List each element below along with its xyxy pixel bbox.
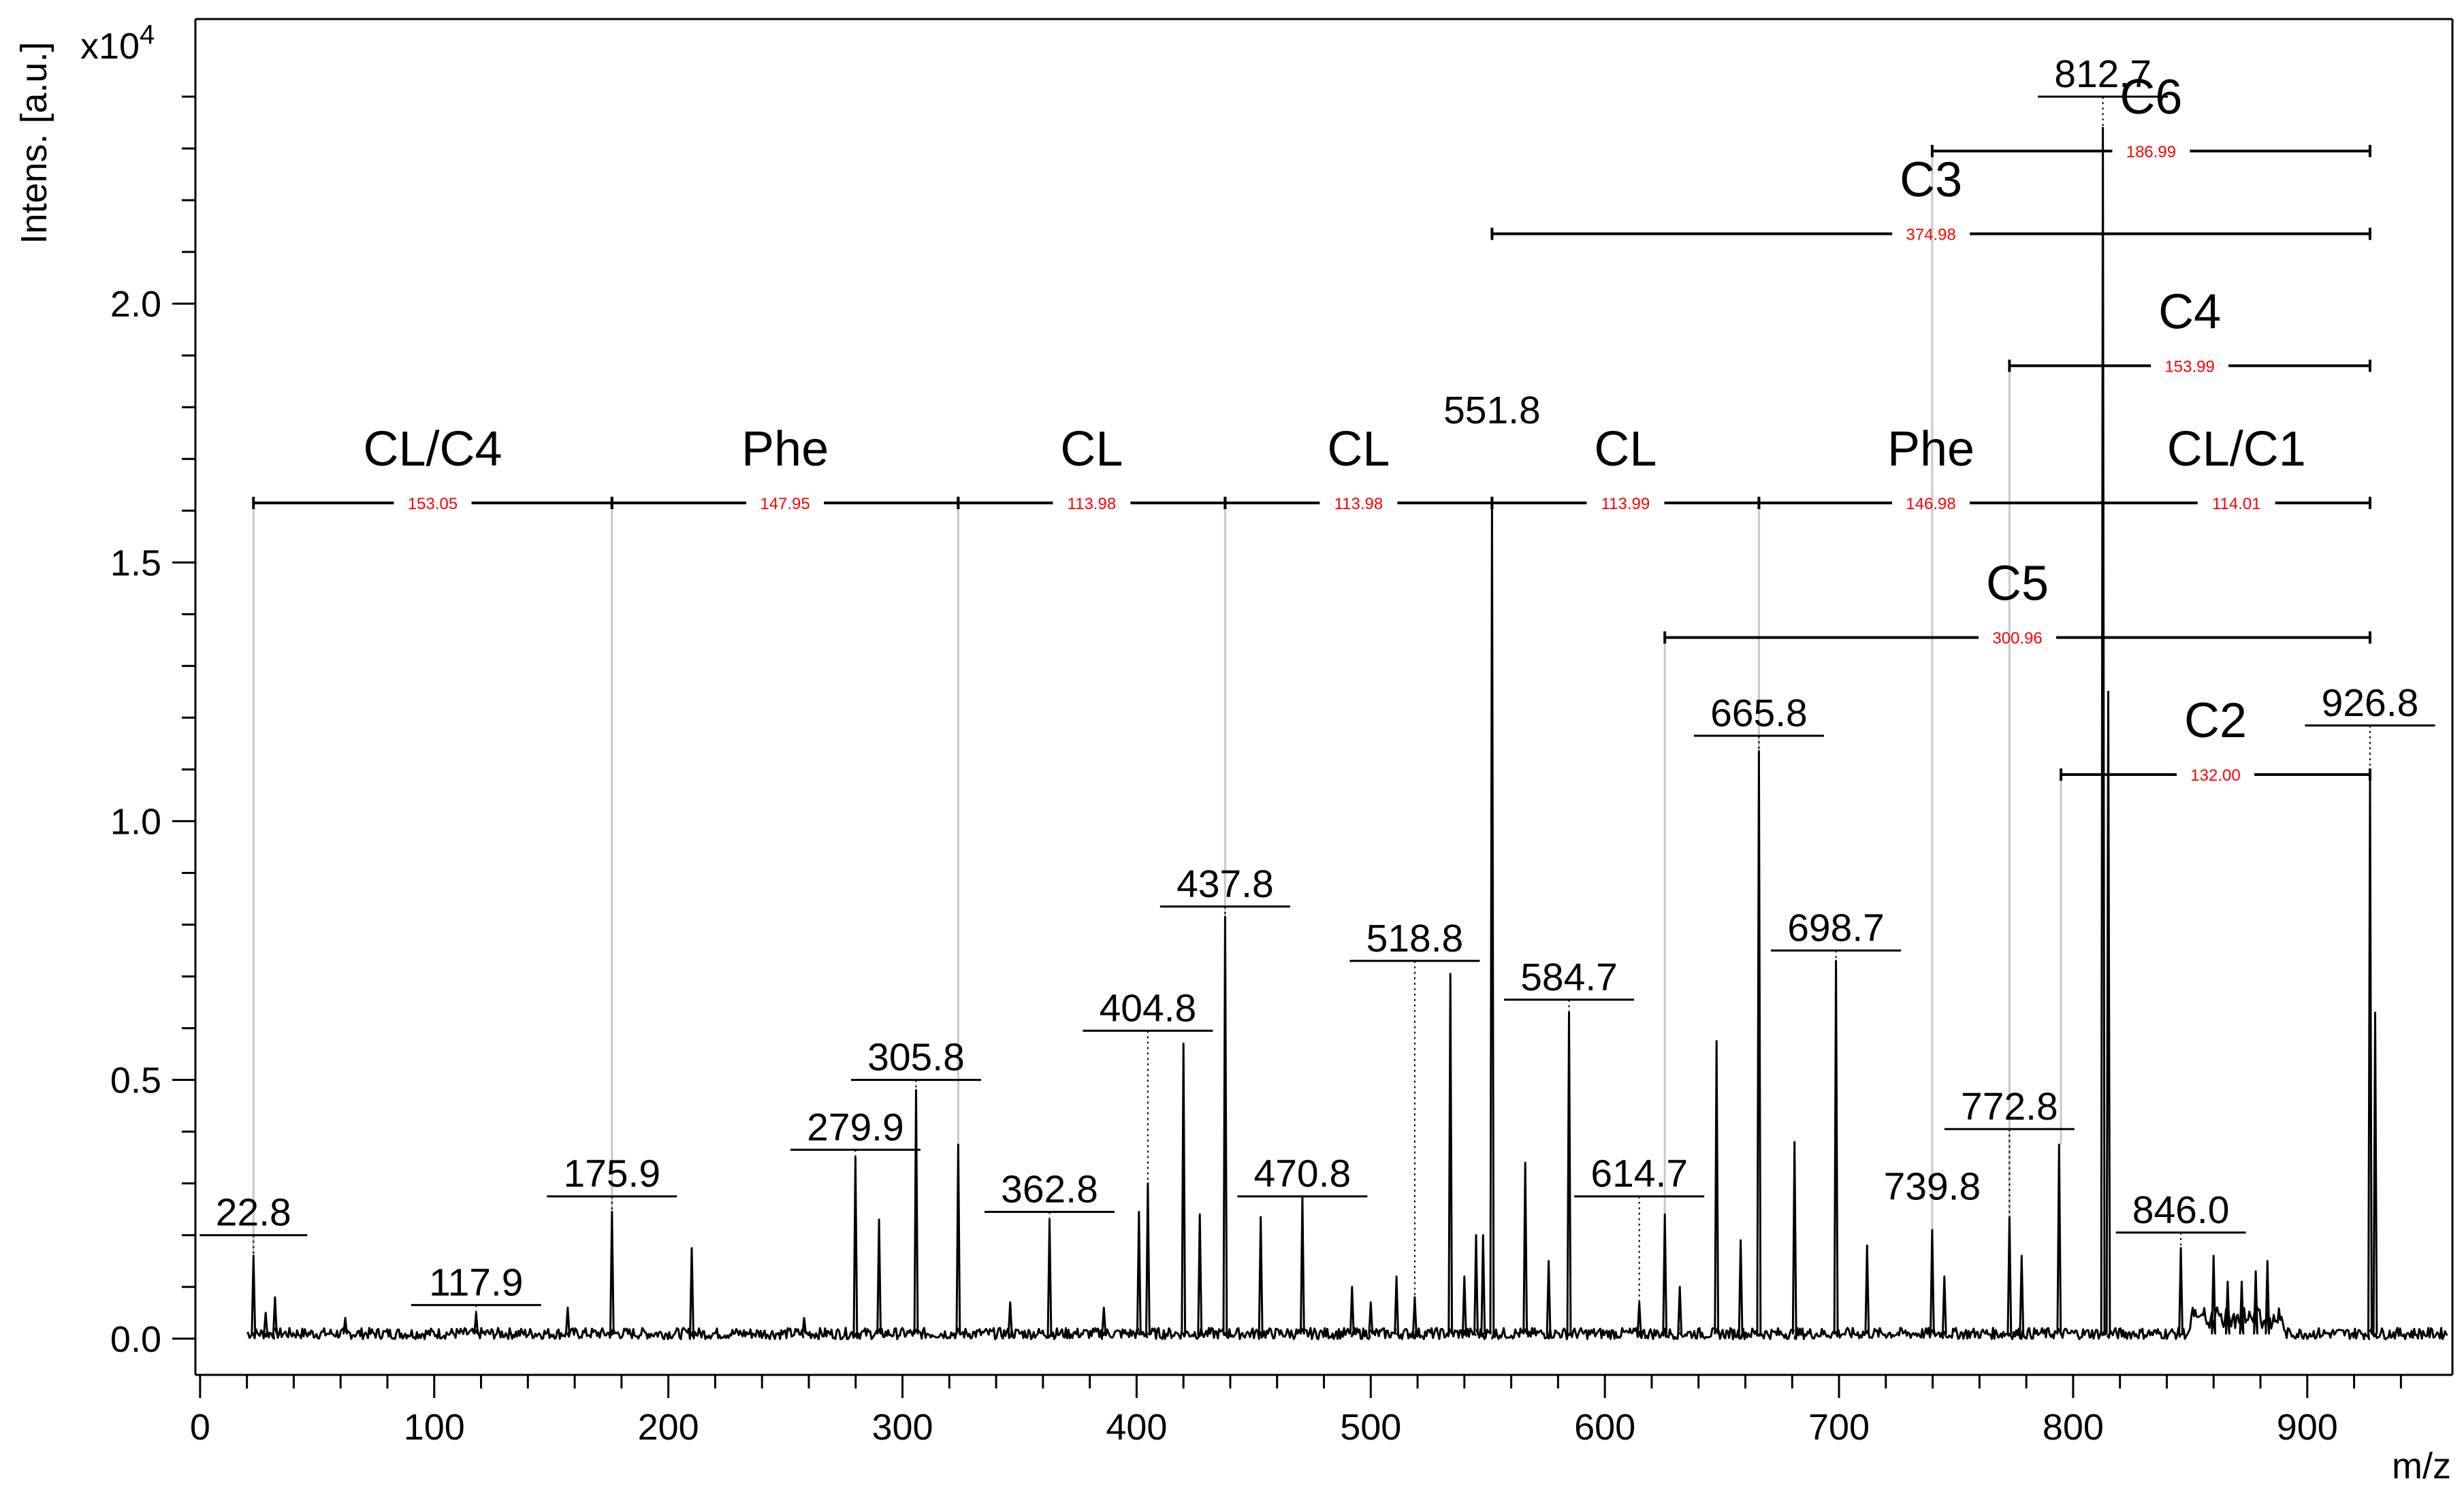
mass-difference-label: 147.95 — [760, 495, 810, 513]
segment-label: CL/C1 — [2167, 422, 2306, 476]
mass-difference-label: 113.99 — [1601, 495, 1650, 513]
segment-label: CL/C4 — [363, 422, 502, 476]
peak-labels-layer: 22.8 117.9 175.9 279.9 305.8 362.8 404.8 437.8 4… — [199, 52, 2435, 1313]
guide-lines-layer — [252, 127, 2371, 1256]
peak-label: 437.8 — [1177, 862, 1274, 906]
peak-label: 362.8 — [1001, 1168, 1098, 1212]
peak-label: 739.8 — [1884, 1165, 1981, 1209]
x-tick-label: 900 — [2277, 1407, 2338, 1448]
segment-label: C5 — [1986, 557, 2049, 611]
segment-label: CL — [1594, 422, 1657, 476]
y-tick-label: 0.0 — [110, 1319, 161, 1360]
y-axis-label: Intens. [a.u.] — [14, 42, 54, 244]
x-tick-label: 500 — [1340, 1407, 1401, 1448]
peak-label: 698.7 — [1787, 907, 1885, 950]
y-multiplier: x104 — [80, 20, 155, 67]
y-multiplier-exponent: 4 — [140, 20, 155, 50]
x-tick-label: 700 — [1808, 1407, 1870, 1448]
peak-label: 614.7 — [1590, 1152, 1688, 1196]
peak-label: 117.9 — [429, 1261, 523, 1304]
segment-label: C4 — [2158, 285, 2221, 339]
x-tick-label: 200 — [638, 1407, 699, 1448]
mass-difference-label: 153.99 — [2164, 357, 2214, 376]
peak-label: 772.8 — [1961, 1085, 2058, 1128]
spectrum-trace — [246, 127, 2448, 1340]
mass-difference-label: 146.98 — [1906, 495, 1955, 513]
mass-difference-label: 132.00 — [2190, 766, 2240, 785]
peak-label: 584.7 — [1520, 956, 1618, 999]
x-tick-label: 300 — [871, 1407, 933, 1448]
peak-label: 404.8 — [1100, 986, 1197, 1030]
peak-label: 551.8 — [1443, 389, 1541, 432]
peak-label: 665.8 — [1710, 692, 1808, 735]
x-axis-label: m/z — [2392, 1446, 2451, 1487]
mass-difference-label: 113.98 — [1334, 495, 1383, 513]
x-tick-label: 0 — [190, 1407, 210, 1448]
mass-difference-label: 114.01 — [2212, 495, 2261, 513]
mass-difference-label: 113.98 — [1068, 495, 1117, 513]
peak-label: 518.8 — [1366, 917, 1464, 960]
peak-label: 846.0 — [2132, 1188, 2230, 1232]
segment-label: CL — [1327, 422, 1390, 476]
y-multiplier-base: x10 — [80, 26, 140, 67]
segment-label: C3 — [1900, 153, 1962, 208]
x-tick-label: 100 — [404, 1407, 465, 1448]
x-tick-label: 800 — [2043, 1407, 2104, 1448]
axes-layer: 0 100 200 300 400 500 600 700 800 900 0.0 0.5 1.0 1.5… — [110, 18, 2454, 1448]
mass-difference-label: 300.96 — [1992, 630, 2042, 648]
segment-label: Phe — [741, 422, 829, 476]
trace-layer — [246, 127, 2448, 1340]
y-tick-label: 0.5 — [110, 1060, 161, 1101]
peak-label: 175.9 — [563, 1152, 660, 1196]
peak-label: 22.8 — [216, 1191, 291, 1235]
y-tick-label: 2.0 — [110, 284, 161, 325]
segments-layer: 153.05 CL/C4 147.95 Phe 113.98 CL 113.98 CL 113.… — [252, 70, 2371, 785]
mass-difference-label: 153.05 — [408, 495, 458, 513]
mass-difference-label: 374.98 — [1906, 226, 1955, 244]
segment-label: C2 — [2184, 694, 2247, 748]
x-tick-label: 600 — [1574, 1407, 1635, 1448]
mass-difference-label: 186.99 — [2126, 143, 2176, 161]
peak-label: 279.9 — [807, 1105, 904, 1149]
y-tick-label: 1.0 — [110, 801, 161, 842]
segment-label: Phe — [1887, 422, 1974, 476]
peak-label: 470.8 — [1254, 1152, 1351, 1196]
peak-label: 305.8 — [867, 1036, 965, 1079]
segment-label: CL — [1060, 422, 1123, 476]
y-tick-label: 1.5 — [110, 542, 161, 583]
peak-label: 926.8 — [2322, 681, 2419, 725]
peak-label: 812.7 — [2054, 52, 2151, 96]
x-tick-label: 400 — [1106, 1407, 1167, 1448]
